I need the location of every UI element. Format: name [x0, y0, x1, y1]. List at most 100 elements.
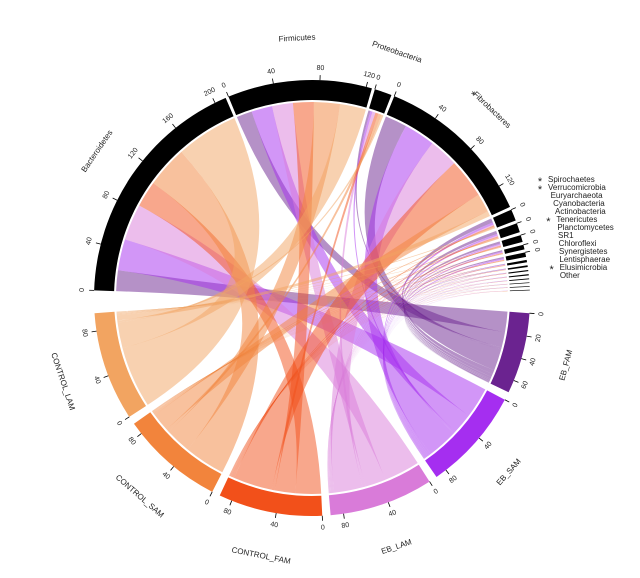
tick-label: 0 [531, 239, 539, 245]
sector-label: Bacteroidetes [79, 128, 114, 173]
tick-label: 40 [483, 441, 493, 452]
sector-arc [508, 270, 528, 274]
sector-arc [504, 245, 524, 254]
tick-mark [344, 514, 345, 519]
sector-arc [508, 265, 528, 270]
tick-mark [210, 492, 212, 496]
tick-label: 80 [102, 190, 112, 200]
tick-mark [511, 208, 516, 210]
tick-mark [525, 251, 530, 252]
group-label: EB_SAM [495, 457, 523, 488]
tick-label: 40 [267, 68, 276, 76]
tick-mark [521, 234, 526, 235]
sector-arc [507, 260, 527, 266]
tick-mark [505, 400, 509, 402]
tick-label: 0 [115, 420, 123, 427]
tick-mark [139, 158, 143, 161]
tick-label: 160 [162, 112, 176, 125]
tick-mark [272, 79, 273, 84]
tick-label: 0 [203, 499, 210, 507]
tick-mark [213, 98, 215, 102]
tick-label: 0 [375, 74, 381, 82]
tick-mark [471, 145, 475, 148]
tick-mark [446, 470, 449, 474]
tick-label: 40 [388, 509, 398, 518]
tick-label: 60 [521, 380, 530, 390]
tick-mark [375, 84, 376, 89]
sector-arc [506, 252, 526, 260]
tick-label: 40 [161, 471, 172, 481]
group-label: CONTROL_SAM [114, 473, 166, 520]
group-label: CONTROL_FAM [231, 545, 292, 566]
group-label: CONTROL_LAM [49, 352, 77, 412]
sector-arc [510, 286, 530, 288]
tick-label: 0 [321, 524, 325, 531]
tick-mark [521, 359, 526, 360]
significance-marker: * [546, 216, 551, 228]
sector-label: Other [560, 271, 580, 280]
tick-label: 0 [518, 202, 526, 208]
tick-mark [499, 184, 503, 187]
tick-label: 120 [363, 71, 376, 81]
tick-label: 80 [448, 475, 459, 485]
tick-mark [227, 92, 229, 97]
tick-label: 0 [512, 402, 520, 409]
tick-mark [435, 114, 438, 118]
tick-label: 0 [528, 229, 536, 235]
tick-mark [170, 466, 173, 470]
significance-marker: * [550, 264, 555, 276]
chords [116, 102, 508, 494]
sector-label: Firmicutes [278, 32, 315, 43]
sector-arc [509, 274, 529, 277]
tick-label: 200 [203, 87, 217, 99]
tick-label: 20 [535, 334, 543, 343]
tick-label: 0 [524, 216, 532, 222]
tick-label: 120 [503, 173, 515, 187]
sector-label: Fibrobacteres [471, 90, 513, 130]
tick-label: 0 [221, 82, 227, 90]
sector-arc [509, 278, 529, 281]
tick-label: 0 [396, 81, 402, 89]
tick-mark [104, 376, 109, 378]
tick-mark [479, 438, 483, 441]
tick-label: 0 [533, 247, 541, 252]
tick-label: 40 [529, 357, 538, 367]
tick-mark [125, 417, 129, 420]
tick-label: 40 [270, 521, 279, 529]
group-label: EB_FAM [558, 348, 575, 381]
tick-label: 80 [222, 507, 232, 516]
sector-label: Proteobacteria [371, 39, 424, 65]
tick-mark [275, 513, 276, 518]
tick-mark [230, 501, 232, 506]
tick-mark [394, 91, 396, 96]
tick-label: 40 [92, 375, 101, 385]
tick-label: 0 [538, 312, 545, 316]
tick-mark [366, 82, 367, 87]
significance-marker: * [538, 184, 543, 196]
tick-label: 120 [127, 147, 140, 161]
tick-mark [172, 124, 175, 128]
tick-label: 40 [437, 104, 447, 114]
tick-mark [137, 434, 141, 437]
tick-mark [96, 243, 101, 244]
sector-arc [509, 282, 529, 284]
sector-arc [510, 290, 530, 291]
tick-mark [517, 222, 522, 224]
group-label: EB_LAM [380, 537, 413, 556]
tick-label: 80 [341, 522, 350, 530]
tick-label: 80 [126, 436, 136, 447]
sector-arc [369, 89, 391, 113]
tick-label: 40 [85, 236, 94, 245]
tick-mark [523, 244, 528, 245]
tick-mark [92, 331, 97, 332]
tick-mark [113, 198, 117, 200]
tick-mark [527, 336, 532, 337]
tick-label: 0 [79, 288, 86, 292]
tick-mark [430, 482, 433, 486]
tick-label: 80 [80, 329, 88, 338]
tick-label: 80 [474, 136, 485, 147]
tick-label: 0 [433, 488, 440, 496]
tick-mark [514, 380, 519, 382]
tick-mark [388, 502, 390, 507]
